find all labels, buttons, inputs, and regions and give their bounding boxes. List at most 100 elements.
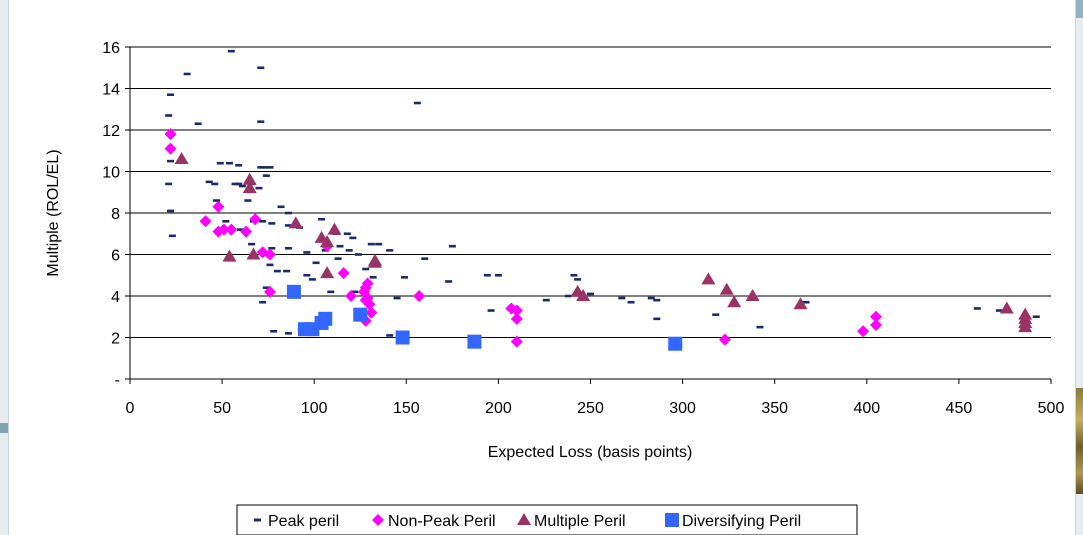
data-point-triangle (793, 297, 808, 310)
y-tick-label: 12 (102, 123, 120, 140)
data-point-dash (165, 182, 173, 186)
data-point-dash (167, 159, 175, 163)
data-point-dash (303, 273, 311, 277)
data-point-dash (618, 296, 626, 300)
data-point-dash (255, 186, 263, 190)
x-tick-label: 150 (393, 400, 420, 417)
data-point-dash (284, 332, 292, 335)
legend-marker-diamond (372, 514, 384, 526)
data-point-dash (266, 166, 274, 169)
data-point-dash (262, 174, 270, 177)
data-point-dash (257, 166, 265, 169)
gridlines (130, 46, 1051, 338)
data-point-triangle (174, 152, 189, 165)
x-tick-label: 50 (213, 400, 231, 417)
data-point-dash (400, 276, 408, 279)
data-point-triangle (727, 295, 742, 308)
plot-points (164, 49, 1040, 351)
data-point-dash (487, 309, 495, 312)
data-point-dash (257, 66, 265, 70)
data-point-dash (225, 161, 233, 165)
data-point-dash (259, 300, 267, 304)
data-point-diamond (212, 200, 225, 213)
x-tick-labels: 0 50 100 150 200 250 300 350 400 450 500 (126, 400, 1065, 417)
data-point-dash (367, 242, 375, 246)
data-point-dash (327, 290, 335, 294)
data-point-dash (1032, 315, 1040, 319)
data-point-triangle (576, 289, 591, 301)
data-point-dash (587, 292, 594, 296)
data-point-dash (312, 261, 320, 265)
data-point-square (318, 311, 333, 326)
data-point-dash (375, 242, 383, 246)
x-tick-label: 200 (485, 400, 512, 417)
data-point-dash (216, 161, 224, 165)
data-point-dash (257, 120, 265, 123)
y-tick-label: 8 (111, 206, 120, 223)
slide-accent-stripe (0, 423, 12, 433)
legend-marker-triangle (517, 513, 531, 525)
y-axis-title: Multiple (ROL/EL) (45, 149, 62, 276)
data-point-triangle (745, 289, 760, 301)
data-point-diamond (337, 267, 350, 280)
data-point-dash (494, 273, 502, 277)
data-point-diamond (345, 290, 358, 302)
data-point-dash (354, 253, 362, 256)
data-point-diamond (857, 325, 870, 338)
series-diamond (164, 128, 883, 348)
x-tick-label: 450 (946, 400, 973, 417)
data-point-triangle (242, 172, 257, 185)
data-point-dash (564, 294, 572, 298)
data-point-dash (570, 273, 578, 277)
legend-marker-square (665, 513, 679, 527)
data-point-dash (802, 300, 810, 304)
legend: Peak peril Non-Peak Peril Multiple Peril Di… (236, 504, 858, 535)
y-tick-label: 14 (102, 82, 120, 99)
legend-label: Non-Peak Peril (388, 513, 496, 530)
data-point-dash (542, 298, 550, 302)
y-tick-label: 4 (111, 289, 120, 306)
data-point-dash (334, 257, 342, 260)
data-point-diamond (164, 128, 177, 141)
data-point-diamond (510, 335, 523, 348)
y-tick-label: 10 (102, 165, 120, 182)
data-point-dash (284, 211, 292, 215)
data-point-diamond (510, 304, 523, 317)
data-point-dash (303, 251, 311, 254)
data-point-triangle (719, 282, 734, 295)
data-point-dash (211, 182, 219, 186)
data-point-dash (973, 307, 981, 310)
data-point-dash (712, 313, 720, 316)
data-point-dash (574, 278, 582, 281)
x-tick-label: 350 (761, 400, 788, 417)
x-tick-label: 0 (126, 400, 135, 417)
data-point-dash (627, 300, 635, 304)
data-point-dash (995, 309, 1003, 312)
data-point-dash (284, 224, 292, 227)
data-point-triangle (288, 216, 303, 229)
axes (125, 46, 1052, 384)
data-point-dash (362, 267, 370, 271)
data-point-triangle (1018, 315, 1033, 328)
data-point-diamond (870, 310, 883, 323)
data-point-diamond (164, 142, 177, 155)
data-point-dash (183, 72, 191, 76)
data-point-square (395, 330, 410, 345)
data-point-dash (244, 199, 252, 202)
x-tick-label: 250 (577, 400, 604, 417)
x-tick-label: 400 (853, 400, 880, 417)
data-point-dash (386, 334, 394, 337)
data-point-dash (283, 269, 291, 273)
data-point-dash (308, 278, 316, 281)
y-tick-labels: - 2 4 6 8 10 12 14 16 (102, 40, 120, 389)
data-point-dash (167, 93, 175, 97)
data-point-diamond (217, 223, 230, 236)
data-point-dash (284, 246, 292, 250)
data-point-diamond (413, 290, 426, 302)
data-point-diamond (263, 248, 276, 261)
data-point-square (353, 307, 368, 322)
data-point-triangle (701, 272, 716, 285)
data-point-dash (343, 232, 351, 236)
data-point-diamond (870, 319, 883, 332)
data-point-triangle (327, 222, 342, 235)
